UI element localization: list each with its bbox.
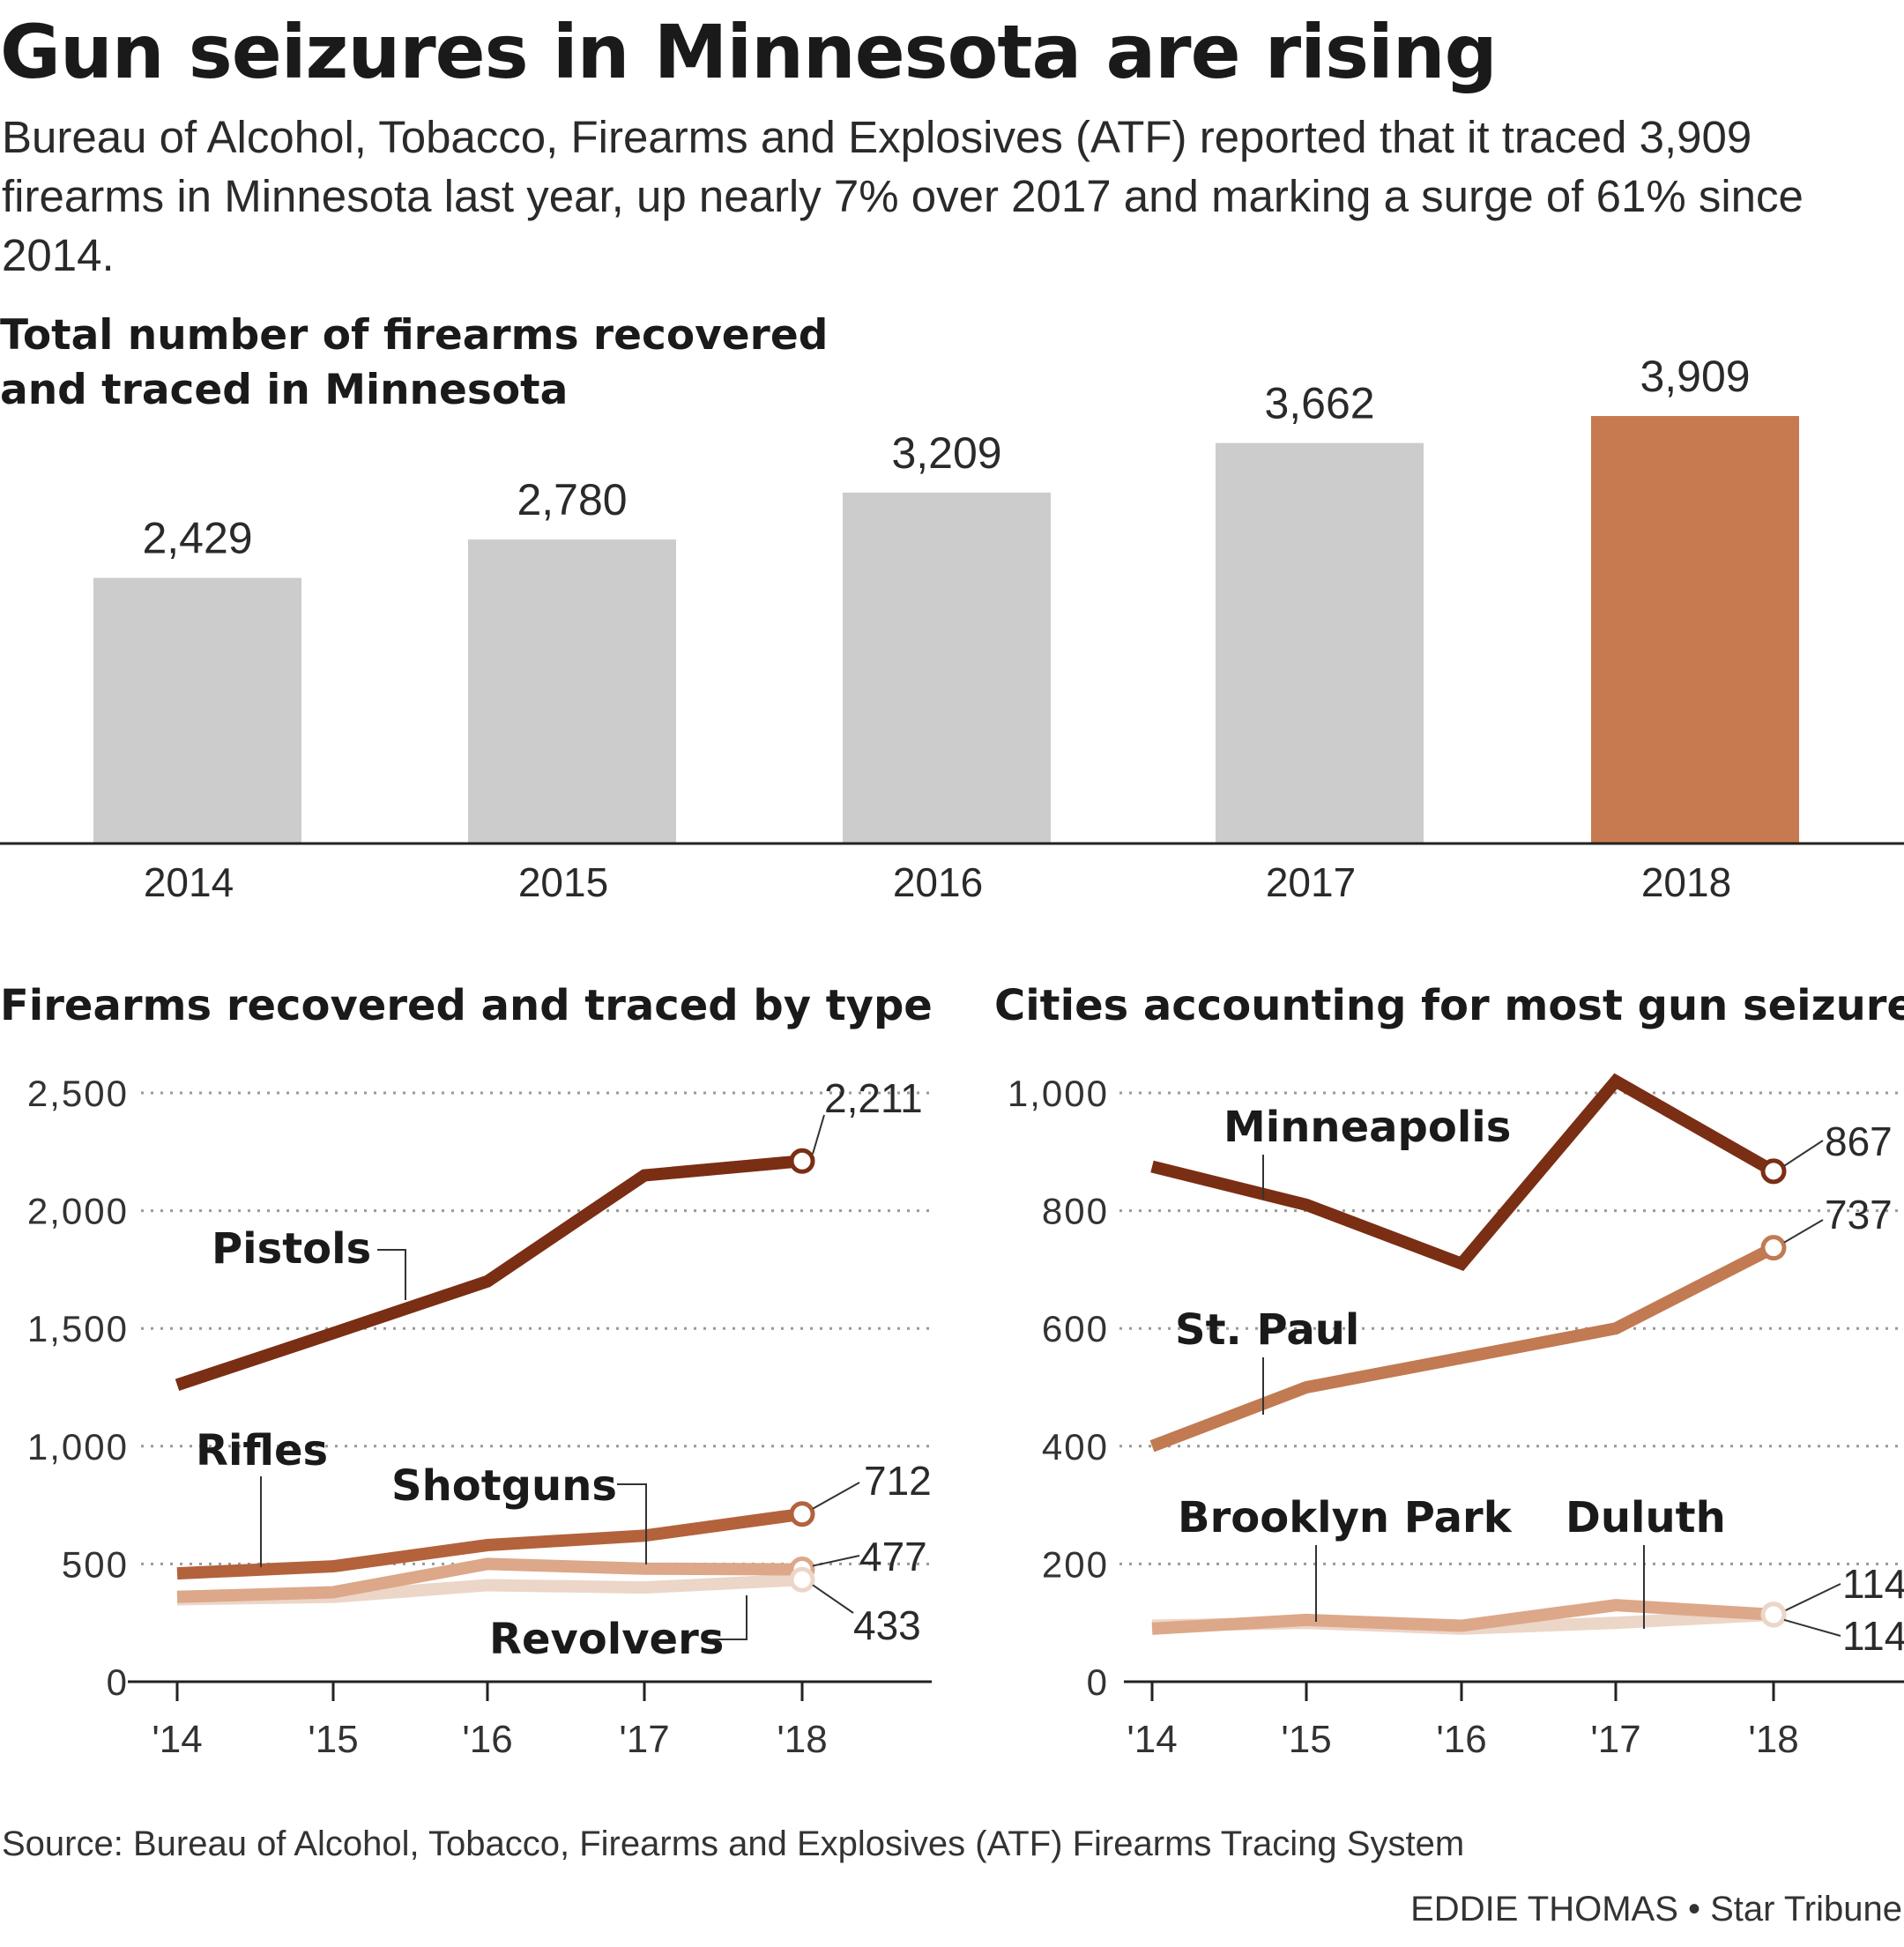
type-end-label-rifles: 712 (864, 1458, 932, 1504)
type-end-marker-revolvers (789, 1566, 815, 1593)
type-series-label-pistols: Pistols (212, 1224, 371, 1274)
city-xtick-label-2: '16 (1436, 1718, 1486, 1761)
bar-2015 (468, 539, 676, 843)
bar-value-label-2015: 2,780 (517, 475, 627, 524)
bar-chart-title-line-1: Total number of firearms recovered (0, 311, 829, 360)
city-xtick-label-1: '15 (1281, 1718, 1331, 1761)
city-end-label-st-paul: 737 (1825, 1192, 1893, 1237)
type-end-leader-1 (812, 1482, 860, 1510)
type-ytick-label-0: 0 (107, 1661, 129, 1703)
bar-chart-title: Total number of firearms recovered and t… (0, 308, 828, 418)
city-ytick-label-600: 600 (1042, 1308, 1109, 1349)
city-end-marker-minneapolis (1760, 1158, 1787, 1185)
bar-category-label-2014: 2014 (144, 859, 234, 905)
city-ytick-label-400: 400 (1042, 1426, 1109, 1468)
type-xtick-label-4: '18 (777, 1718, 827, 1761)
bar-category-label-2016: 2016 (893, 859, 983, 905)
city-ytick-label-200: 200 (1042, 1543, 1109, 1585)
type-series-line-rifles (176, 1507, 803, 1580)
bar-value-label-2018: 3,909 (1640, 352, 1750, 401)
city-series-label-brooklyn-park: Brooklyn Park (1178, 1493, 1513, 1542)
city-end-leader-2 (1783, 1583, 1841, 1612)
bar-2018 (1591, 416, 1799, 843)
type-end-marker-pistols (789, 1148, 815, 1174)
city-ytick-label-800: 800 (1042, 1191, 1109, 1232)
type-end-marker-rifles (789, 1501, 815, 1527)
credit-line: EDDIE THOMAS • Star Tribune (1410, 1890, 1902, 1928)
type-xtick-label-1: '15 (308, 1718, 358, 1761)
bar-category-label-2017: 2017 (1266, 859, 1356, 905)
bar-value-label-2017: 3,662 (1264, 379, 1374, 428)
bar-2017 (1216, 442, 1424, 843)
bar-2016 (843, 492, 1051, 843)
city-end-label-duluth: 114 (1842, 1613, 1904, 1659)
type-xtick-label-0: '14 (152, 1718, 202, 1761)
city-end-leader-3 (1783, 1618, 1841, 1637)
city-series-line-st-paul (1149, 1242, 1777, 1453)
city-end-leader-1 (1783, 1219, 1824, 1244)
city-series-line-minneapolis (1150, 1073, 1777, 1272)
city-chart-title: Cities accounting for most gun seizures (994, 981, 1904, 1030)
type-series-leader-2 (617, 1483, 647, 1564)
type-xtick-label-2: '16 (462, 1718, 512, 1761)
city-ytick-label-1000: 1,000 (1008, 1073, 1109, 1114)
type-end-label-revolvers: 433 (853, 1602, 921, 1648)
type-series-label-shotguns: Shotguns (391, 1461, 617, 1511)
bar-category-label-2018: 2018 (1641, 859, 1731, 905)
type-ytick-label-1000: 1,000 (27, 1426, 129, 1468)
type-series-label-rifles: Rifles (196, 1426, 328, 1475)
city-xtick-label-3: '17 (1590, 1718, 1640, 1761)
type-ytick-label-500: 500 (62, 1543, 129, 1585)
city-xtick-label-4: '18 (1748, 1718, 1798, 1761)
city-xtick-label-0: '14 (1127, 1718, 1177, 1761)
city-series-label-minneapolis: Minneapolis (1223, 1103, 1511, 1152)
city-series-label-duluth: Duluth (1566, 1493, 1726, 1542)
type-chart-title: Firearms recovered and traced by type (0, 981, 933, 1030)
dek-text: Bureau of Alcohol, Tobacco, Firearms and… (2, 112, 1804, 280)
city-end-label-minneapolis: 867 (1825, 1118, 1893, 1164)
headline: Gun seizures in Minnesota are rising (0, 9, 1498, 95)
bar-2014 (93, 577, 301, 843)
city-series-label-st-paul: St. Paul (1175, 1305, 1359, 1355)
type-end-leader-0 (812, 1114, 825, 1155)
city-end-marker-duluth (1760, 1601, 1787, 1628)
city-series-line-brooklyn-park (1151, 1599, 1774, 1635)
type-series-line-shotguns (176, 1557, 803, 1603)
bar-chart-title-line-2: and traced in Minnesota (0, 366, 569, 414)
city-ytick-label-0: 0 (1087, 1661, 1109, 1703)
type-series-line-pistols (175, 1155, 803, 1391)
city-end-marker-st-paul (1760, 1235, 1787, 1261)
type-end-leader-2 (812, 1555, 860, 1567)
type-ytick-label-2500: 2,500 (27, 1073, 129, 1114)
bar-value-label-2016: 3,209 (891, 428, 1001, 478)
type-series-leader-0 (377, 1249, 406, 1300)
source-note: Source: Bureau of Alcohol, Tobacco, Fire… (2, 1824, 1465, 1863)
type-ytick-label-2000: 2,000 (27, 1191, 129, 1232)
type-end-label-shotguns: 477 (859, 1534, 927, 1579)
type-ytick-label-1500: 1,500 (27, 1308, 129, 1349)
bar-value-label-2014: 2,429 (142, 514, 252, 563)
type-series-leader-3 (712, 1595, 747, 1640)
type-end-leader-3 (812, 1584, 854, 1614)
type-series-label-revolvers: Revolvers (489, 1615, 724, 1664)
city-end-leader-0 (1783, 1140, 1824, 1167)
bar-category-label-2015: 2015 (518, 859, 608, 905)
type-xtick-label-3: '17 (619, 1718, 669, 1761)
type-end-label-pistols: 2,211 (824, 1075, 923, 1121)
city-end-label-brooklyn-park: 114 (1842, 1561, 1904, 1607)
